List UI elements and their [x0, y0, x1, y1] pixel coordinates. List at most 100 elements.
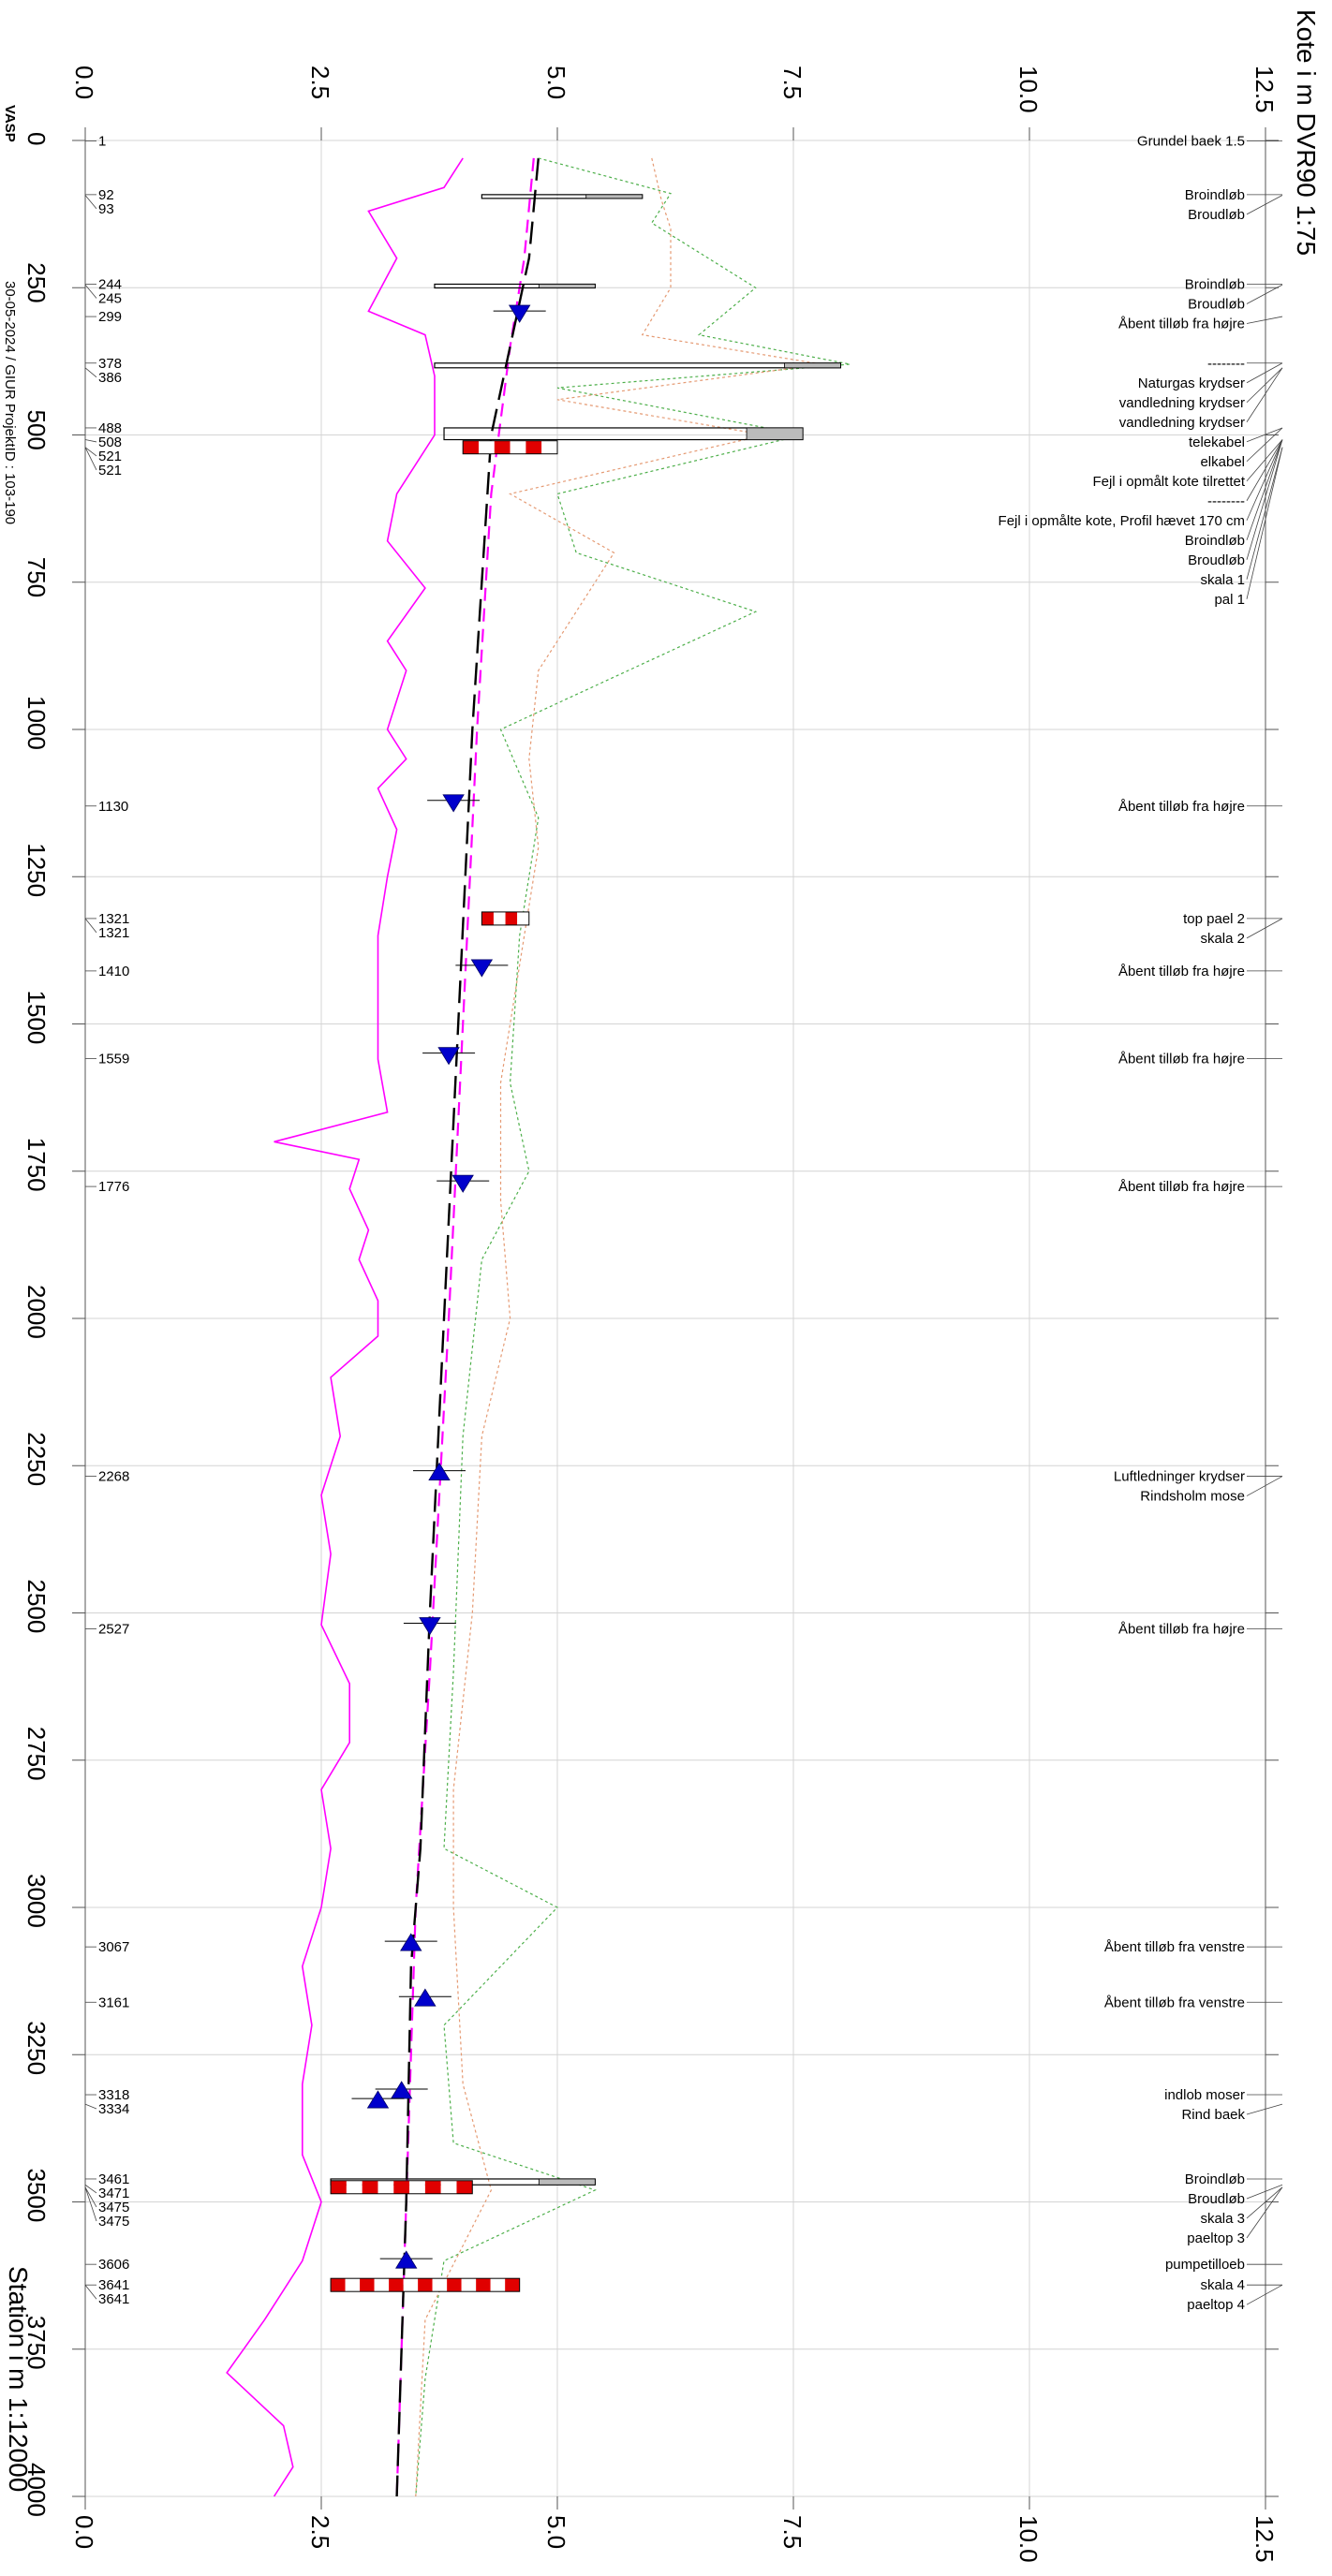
elevation-tick-label-bottom: 12.5 — [1251, 2515, 1279, 2563]
x-axis-title: Station i m 1:12000 — [4, 2266, 33, 2492]
elevation-tick-label-top: 5.0 — [542, 66, 570, 99]
annotation-label: Åbent tilløb fra højre — [1118, 316, 1245, 331]
gauge-stripe — [456, 2180, 473, 2194]
station-label: 93 — [98, 201, 114, 217]
header-info: 30-05-2024 / GIUR ProjektID : 103-190 — [2, 281, 18, 524]
gauge-stripe — [494, 440, 511, 454]
station-tick-label: 3500 — [22, 2169, 51, 2223]
bridge-hatch — [746, 427, 804, 440]
station-label: 1410 — [98, 964, 129, 979]
gauge-marker — [330, 2277, 521, 2292]
station-label: 521 — [98, 449, 122, 464]
annotation-label: Rindsholm mose — [1140, 1489, 1245, 1505]
gauge-stripe — [362, 2180, 378, 2194]
annotation-label: skala 4 — [1200, 2277, 1245, 2293]
station-tick-label: 3000 — [22, 1874, 51, 1928]
inlet-marker — [422, 1047, 476, 1066]
station-label: 3471 — [98, 2186, 129, 2201]
gauge-stripe — [432, 2278, 448, 2292]
markers-layer — [330, 194, 841, 2292]
annotation-leader — [1246, 2184, 1283, 2200]
annotation-label: paeltop 4 — [1187, 2297, 1245, 2313]
annotation-label: Broindløb — [1185, 2171, 1245, 2187]
left-label-leader — [84, 2186, 97, 2208]
left-label-leader — [84, 439, 97, 443]
inlet-triangle — [366, 2090, 390, 2109]
annotation-label: Broudløb — [1188, 207, 1245, 223]
gauge-stripe — [331, 2278, 346, 2292]
annotation-label: skala 3 — [1200, 2211, 1245, 2227]
station-label: 3461 — [98, 2171, 129, 2187]
station-label: 3334 — [98, 2101, 129, 2117]
annotation-label: Naturgas krydser — [1138, 375, 1245, 391]
annotation-leader — [1246, 918, 1283, 939]
annotation-leader — [1246, 427, 1283, 443]
station-tick-label: 1250 — [22, 843, 51, 897]
inlet-marker — [398, 1988, 451, 2007]
station-label: 3606 — [98, 2257, 129, 2273]
station-label: 245 — [98, 290, 122, 306]
annotation-label: Fejl i opmålte kote, Profil hævet 170 cm — [999, 513, 1245, 529]
gauge-stripe — [393, 2180, 410, 2194]
inlet-marker — [375, 2081, 428, 2099]
gauge-stripe — [360, 2278, 375, 2292]
gauge-stripe — [493, 911, 506, 925]
left-label-leader — [84, 447, 97, 457]
gauge-stripe — [510, 440, 526, 454]
annotation-label: Åbent tilløb fra højre — [1118, 964, 1245, 979]
gauge-outline — [330, 2180, 473, 2195]
gauge-stripe — [377, 2180, 394, 2194]
station-label: 508 — [98, 434, 122, 450]
elevation-tick-label-bottom: 5.0 — [542, 2515, 570, 2549]
annotation-leader — [1246, 195, 1283, 215]
station-label: 378 — [98, 356, 122, 372]
annotation-label: -------- — [1207, 493, 1245, 509]
annotation-label: Åbent tilløb fra venstre — [1104, 1995, 1245, 2010]
station-tick-label: 3250 — [22, 2021, 51, 2075]
annotation-leader — [1246, 427, 1283, 463]
gauge-stripe — [440, 2180, 457, 2194]
annotation-label: vandledning krydser — [1119, 395, 1245, 411]
annotation-leader — [1246, 447, 1283, 599]
annotation-leader — [1246, 447, 1283, 580]
annotation-label: indlob moser — [1164, 2087, 1245, 2103]
annotation-label: -------- — [1207, 356, 1245, 372]
elevation-tick-label-top: 10.0 — [1014, 66, 1043, 113]
gauge-stripe — [403, 2278, 419, 2292]
left-label-leader — [84, 2184, 97, 2194]
station-tick-label: 2500 — [22, 1580, 51, 1634]
inlet-triangle — [414, 1988, 437, 2007]
gauge-stripe — [461, 2278, 477, 2292]
inlet-marker — [455, 959, 509, 978]
station-label: 3641 — [98, 2291, 129, 2307]
annotation-label: Broudløb — [1188, 2191, 1245, 2207]
gauge-stripe — [476, 2278, 491, 2292]
station-label: 488 — [98, 420, 122, 436]
annotation-label: Grundel baek 1.5 — [1137, 134, 1245, 150]
station-tick-label: 4000 — [22, 2463, 51, 2517]
station-label: 92 — [98, 187, 114, 203]
annotation-leader — [1246, 367, 1283, 404]
gauge-outline — [330, 2277, 521, 2292]
header-code: VASP — [2, 105, 18, 142]
gauge-stripe — [346, 2180, 363, 2194]
left-label-leader — [84, 447, 97, 471]
bridge-hatch — [538, 2178, 596, 2186]
elevation-tick-label-bottom: 10.0 — [1014, 2515, 1043, 2563]
left-label-leader — [84, 195, 97, 210]
series-design-profile — [395, 157, 540, 2497]
annotation-leader — [1246, 439, 1283, 521]
gauge-stripe — [409, 2180, 425, 2194]
series-bottom — [226, 157, 464, 2497]
inlet-marker — [437, 1174, 490, 1193]
left-label-leader — [84, 2284, 97, 2300]
annotation-leader — [1246, 2186, 1283, 2219]
station-label: 1 — [98, 134, 106, 150]
station-tick-label: 1750 — [22, 1138, 51, 1192]
grid — [84, 140, 1266, 2497]
axes: 0 250 500 750 1000 1250 1500 1750 2000 2250 2500 27… — [22, 66, 1279, 2563]
annotation-label: Fejl i opmålt kote tilrettet — [1092, 474, 1245, 490]
station-label: 1776 — [98, 1179, 129, 1195]
station-tick-label: 500 — [22, 410, 51, 450]
